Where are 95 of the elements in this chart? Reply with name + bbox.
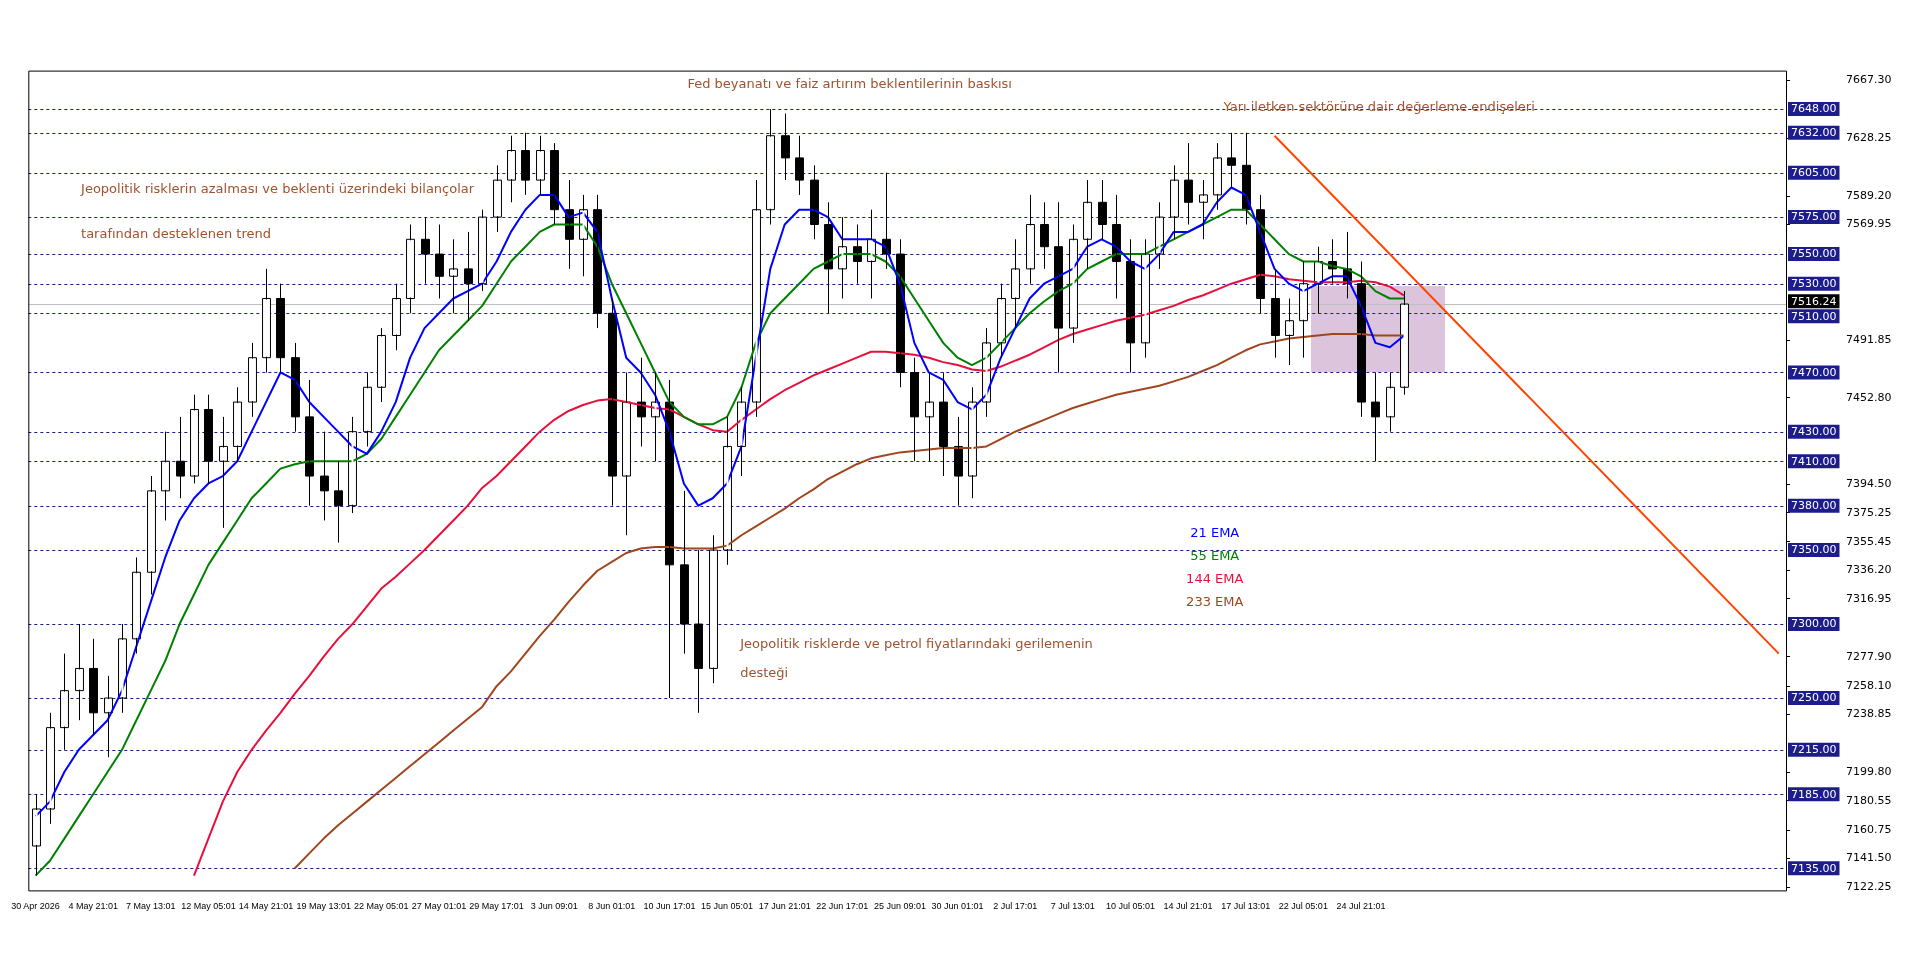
y-tick-label: 7238.85 [1846, 707, 1892, 721]
x-tick-label: 25 Jun 09:01 [873, 901, 926, 912]
candlestick [449, 238, 458, 314]
x-tick-label: 22 Jul 05:01 [1278, 901, 1328, 912]
ref-line-label: 7575.00 [1791, 210, 1837, 224]
y-tick-label: 7141.50 [1846, 851, 1892, 865]
x-tick-label: 22 Jun 17:01 [816, 901, 869, 912]
x-tick-label: 12 May 05:01 [181, 901, 236, 912]
y-tick-label: 7491.85 [1846, 333, 1892, 346]
text: 233 EMA [1186, 594, 1244, 610]
candlestick [75, 623, 84, 721]
candlestick [853, 224, 862, 285]
candlestick [1054, 201, 1063, 373]
y-tick-label: 7336.20 [1846, 563, 1892, 577]
candlestick [219, 416, 228, 529]
y-tick-label: 7316.95 [1846, 591, 1892, 605]
x-tick-label: 24 Jul 21:01 [1336, 901, 1386, 912]
x-tick-label: 7 Jul 13:01 [1050, 901, 1095, 912]
candlestick [1357, 260, 1366, 418]
ref-line-label: 7516.24 [1791, 294, 1837, 308]
candlestick [651, 371, 660, 462]
y-tick-label: 7180.55 [1846, 793, 1892, 807]
annotation: Jeopolitik risklerde ve petrol fiyatlarındaki gerilemenin [739, 635, 1093, 651]
y-tick-label: 7355.45 [1846, 534, 1892, 548]
ref-line-label: 7250.00 [1791, 691, 1837, 705]
candlestick [1227, 132, 1236, 188]
y-tick-label: 7199.80 [1846, 765, 1892, 779]
y-tick-label: 7258.10 [1846, 678, 1892, 692]
y-tick-label: 7667.30 [1846, 73, 1892, 87]
text: 144 EMA [1186, 571, 1244, 587]
text: 21 EMA [1190, 525, 1240, 541]
ref-line-label: 7380.00 [1791, 499, 1837, 513]
annotation: Fed beyanatı ve faiz artırım beklentilerinin baskısı [687, 75, 1012, 91]
candlestick [838, 216, 847, 299]
x-tick-label: 27 May 01:01 [411, 901, 467, 912]
ref-line-label: 7300.00 [1791, 617, 1837, 631]
candlestick [104, 675, 113, 758]
x-tick-label: 10 Jun 17:01 [643, 901, 696, 912]
y-tick-label: 7277.90 [1846, 649, 1892, 663]
y-tick-label: 7452.80 [1846, 390, 1892, 404]
x-tick-label: 3 Jun 09:01 [530, 901, 578, 912]
ref-line-label: 7215.00 [1791, 743, 1837, 757]
ref-line-label: 7550.00 [1791, 247, 1837, 261]
y-tick-label: 7628.25 [1846, 131, 1892, 145]
candlestick [1256, 194, 1265, 314]
candlestick [1314, 246, 1323, 314]
annotation: Jeopolitik risklerin azalması ve beklenti üzerindeki bilançolar [80, 180, 475, 196]
y-tick-label: 7569.95 [1846, 217, 1892, 231]
y-tick-label: 7160.75 [1846, 822, 1892, 836]
y-tick-label: 7394.50 [1846, 477, 1892, 491]
x-tick-label: 2 Jul 17:01 [993, 901, 1038, 912]
x-tick-label: 10 Jul 05:01 [1105, 901, 1155, 912]
x-tick-label: 17 Jul 13:01 [1221, 901, 1271, 912]
candlestick [795, 135, 804, 196]
y-tick-label: 7589.20 [1846, 188, 1892, 202]
annotation: Yarı iletken sektörüne dair değerleme endişeleri [1222, 98, 1535, 114]
ref-line-label: 7470.00 [1791, 365, 1837, 379]
ref-line-label: 7632.00 [1791, 126, 1837, 140]
candlestick [593, 194, 602, 329]
annotation: tarafından desteklenen trend [81, 225, 271, 241]
ref-line-label: 7350.00 [1791, 543, 1837, 557]
candlestick [1199, 179, 1208, 240]
candlestick [925, 371, 934, 462]
x-tick-label: 7 May 13:01 [126, 901, 176, 912]
candlestick [867, 209, 876, 299]
ref-line-label: 7410.00 [1791, 454, 1837, 468]
candlestick [680, 490, 689, 655]
ref-line-label: 7185.00 [1791, 787, 1837, 801]
ref-line-label: 7430.00 [1791, 425, 1837, 439]
annotation: desteği [740, 664, 789, 680]
candlestick [565, 179, 574, 270]
x-tick-label: 29 May 17:01 [469, 901, 524, 912]
text: 55 EMA [1190, 548, 1240, 564]
x-tick-label: 14 May 21:01 [238, 901, 294, 912]
ref-line-label: 7605.00 [1791, 166, 1837, 180]
x-tick-label: 4 May 21:01 [68, 901, 118, 912]
ref-line-label: 7135.00 [1791, 861, 1837, 875]
y-tick-label: 7375.25 [1846, 505, 1892, 519]
x-tick-label: 30 Apr 2026 [11, 901, 60, 912]
x-tick-label: 15 Jun 05:01 [701, 901, 754, 912]
x-tick-label: 14 Jul 21:01 [1163, 901, 1213, 912]
x-tick-label: 19 May 13:01 [296, 901, 351, 912]
x-tick-label: 22 May 05:01 [354, 901, 409, 912]
candlestick [1112, 194, 1121, 299]
candlestick [305, 379, 314, 507]
candlestick [1285, 297, 1294, 366]
x-tick-label: 8 Jun 01:01 [588, 901, 636, 912]
candlestick [1271, 268, 1280, 359]
y-tick-label: 7122.25 [1846, 879, 1892, 893]
ref-line-label: 7648.00 [1791, 102, 1837, 116]
ref-line-label: 7530.00 [1791, 277, 1837, 291]
x-tick-label: 30 Jun 01:01 [931, 901, 984, 912]
ref-line-label: 7510.00 [1791, 309, 1837, 323]
x-tick-label: 17 Jun 21:01 [758, 901, 811, 912]
candlestick [521, 132, 530, 196]
